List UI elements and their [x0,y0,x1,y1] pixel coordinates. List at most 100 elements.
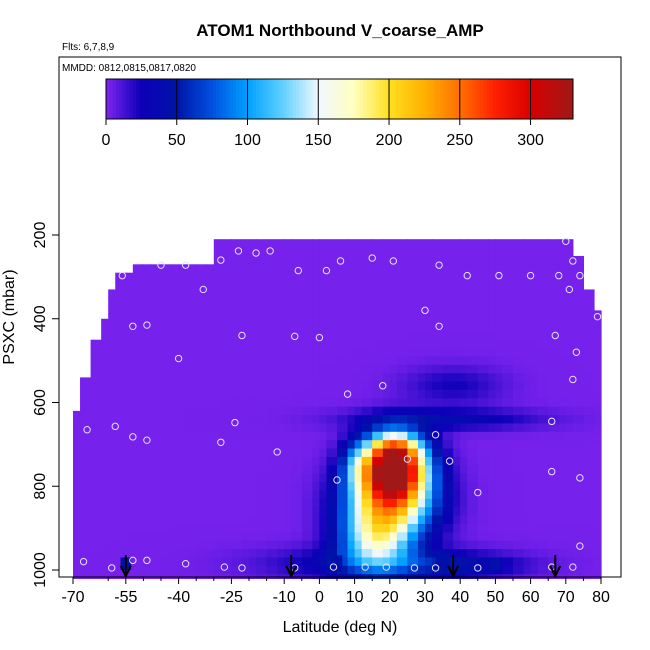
heat-cell [537,373,549,383]
heat-cell [467,281,479,291]
heat-cell [241,356,250,366]
colorbar-segment [419,79,424,119]
heat-cell [185,406,197,416]
heat-cell [382,297,391,307]
heat-cell [382,549,391,559]
heat-cell [291,289,303,299]
heat-cell [572,423,584,433]
heat-cell [389,515,398,525]
heat-cell [558,348,567,358]
heat-cell [523,490,532,500]
heat-cell [442,381,454,391]
heat-cell [372,465,384,475]
heat-cell [396,239,408,249]
heat-cell [361,431,373,441]
heat-cell [432,255,444,265]
heat-cell [196,306,208,316]
heat-cell [354,331,363,341]
heat-cell [361,557,373,567]
heat-cell [101,318,109,328]
heat-cell [502,565,514,575]
heat-cell [206,490,215,500]
heat-cell [196,356,208,366]
colorbar-segment [556,79,561,119]
heat-cell [143,456,152,466]
heat-cell [80,452,92,462]
heat-cell [453,465,461,475]
heat-cell [73,436,81,445]
heat-cell [249,398,257,408]
heat-cell [150,373,162,383]
heat-cell [361,289,373,299]
heat-cell [537,339,549,349]
heat-cell [488,306,496,316]
heat-cell [312,306,320,316]
heat-cell [284,339,292,349]
heat-cell [277,398,285,408]
heat-cell [389,440,398,450]
heat-cell [249,532,257,542]
heat-cell [90,515,102,525]
heat-cell [460,490,468,500]
heat-cell [213,247,222,257]
heat-cell [558,507,567,517]
heat-cell [73,419,81,429]
heat-cell [477,473,489,483]
heat-cell [220,239,232,249]
heat-cell [150,331,162,341]
heat-cell [80,511,92,521]
colorbar-segment [349,79,354,119]
heat-cell [101,427,109,437]
heat-cell [319,297,328,307]
heat-cell [256,272,268,282]
heat-cell [425,540,433,550]
heat-cell [572,314,584,324]
heat-cell [206,532,215,542]
heat-cell [593,377,602,387]
heat-cell [453,339,461,349]
heat-cell [337,515,349,525]
heat-cell [249,549,257,559]
heat-cell [477,239,489,249]
heat-cell [432,448,444,458]
heat-cell [467,306,479,316]
heat-cell [389,565,398,575]
heat-cell [249,507,257,517]
heat-cell [241,289,250,299]
heat-cell [241,255,250,265]
heat-cell [565,523,574,533]
heat-cell [171,565,180,575]
heat-cell [284,306,292,316]
flight-arrows [119,555,562,579]
heat-cell [417,565,426,575]
heat-cell [513,523,525,533]
heat-cell [372,264,384,274]
heat-cell [312,448,320,458]
heat-cell [460,423,468,433]
heat-cell [558,448,567,458]
heat-cell [513,398,525,408]
heat-cell [101,519,109,529]
heat-cell [488,456,496,466]
heat-cell [495,389,504,399]
heat-cell [453,289,461,299]
heat-cell [354,306,363,316]
heat-cell [583,381,595,391]
heat-cell [312,264,320,274]
heat-cell [361,507,373,517]
heat-cell [425,415,433,425]
heat-cell [537,507,549,517]
heat-cell [178,456,187,466]
heat-cell [460,440,468,450]
heat-cell [477,523,489,533]
heat-cell [301,314,313,324]
heat-cell [213,389,222,399]
heat-cell [354,490,363,500]
heat-cell [572,473,584,483]
heat-cell [593,469,602,479]
heat-cell [231,482,243,492]
heat-cell [319,364,328,374]
heat-cell [291,473,303,483]
heat-cell [495,364,504,374]
heat-cell [347,255,356,265]
